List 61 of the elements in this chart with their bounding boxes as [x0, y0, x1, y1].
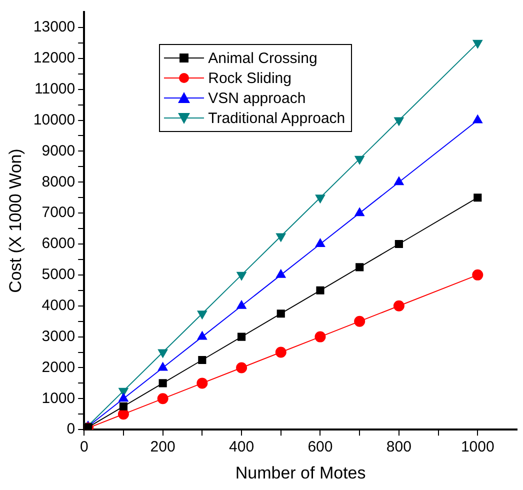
- point: [276, 310, 285, 318]
- point: [356, 263, 364, 272]
- x-tick-label: 200: [150, 438, 176, 456]
- point: [393, 300, 404, 312]
- point: [158, 379, 167, 388]
- x-tick-label: 800: [386, 438, 412, 456]
- y-tick-label: 13000: [33, 18, 76, 36]
- x-tick-label: 600: [308, 438, 333, 456]
- point: [472, 269, 484, 280]
- point: [315, 238, 326, 247]
- point: [316, 286, 324, 294]
- legend-label: Rock Sliding: [208, 70, 292, 86]
- point: [236, 300, 246, 309]
- y-tick-label: 11000: [34, 80, 76, 98]
- y-tick-label: 12000: [33, 50, 76, 67]
- point: [474, 194, 482, 202]
- y-tick-label: 10000: [33, 111, 76, 128]
- y-tick-label: 7000: [42, 204, 76, 222]
- point: [196, 378, 208, 389]
- y-tick-label: 9000: [42, 142, 76, 160]
- point: [275, 346, 286, 358]
- y-tick-label: 3000: [42, 328, 76, 345]
- point: [158, 362, 168, 371]
- point: [197, 331, 207, 340]
- point: [118, 388, 128, 396]
- x-tick-label: 1000: [460, 438, 494, 456]
- point: [394, 240, 403, 248]
- x-tick-label: 0: [80, 438, 88, 456]
- point: [157, 393, 168, 404]
- y-tick-label: 4000: [42, 297, 76, 314]
- y-tick-label: 5000: [42, 266, 76, 284]
- y-tick-label: 2000: [42, 358, 76, 376]
- legend-label: VSN approach: [208, 90, 306, 106]
- point: [276, 233, 286, 242]
- x-tick-label: 400: [229, 438, 254, 456]
- point: [197, 310, 207, 320]
- point: [158, 349, 168, 358]
- point: [472, 40, 482, 48]
- y-tick-label: 8000: [42, 173, 76, 190]
- point: [276, 269, 286, 278]
- point: [354, 316, 366, 327]
- y-tick-label: 0: [66, 420, 76, 438]
- point: [394, 117, 404, 126]
- point: [236, 272, 246, 280]
- point: [118, 408, 129, 420]
- legend-label: Traditional Approach: [208, 110, 346, 126]
- point: [394, 176, 404, 186]
- point: [354, 156, 364, 164]
- point: [198, 356, 206, 364]
- y-tick-label: 6000: [42, 235, 76, 252]
- point: [314, 331, 326, 342]
- x-axis-title: Number of Motes: [235, 463, 366, 482]
- point: [237, 332, 246, 341]
- point: [354, 208, 364, 216]
- point: [118, 393, 128, 402]
- legend-label: Animal Crossing: [208, 50, 318, 66]
- point: [236, 362, 248, 374]
- point: [119, 402, 128, 410]
- point: [315, 194, 326, 204]
- y-axis-title: Cost (X 1000 Won): [6, 148, 25, 293]
- y-tick-label: 1000: [42, 390, 76, 407]
